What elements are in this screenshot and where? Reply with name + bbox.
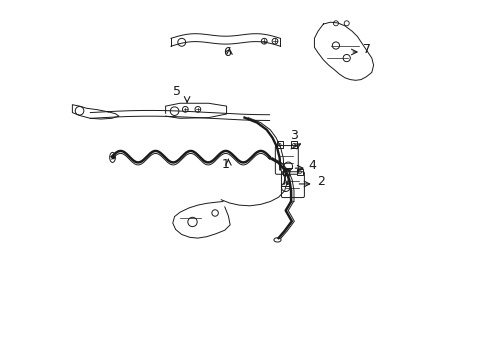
Text: 5: 5 — [173, 85, 181, 98]
Text: 4: 4 — [308, 159, 316, 172]
Text: 7: 7 — [362, 43, 370, 56]
Bar — [276, 141, 282, 148]
Bar — [282, 169, 288, 175]
Bar — [290, 141, 296, 148]
Text: 1: 1 — [222, 158, 229, 171]
Bar — [297, 169, 303, 175]
Text: 6: 6 — [223, 46, 230, 59]
Text: 2: 2 — [316, 175, 324, 188]
Text: 3: 3 — [290, 129, 298, 142]
